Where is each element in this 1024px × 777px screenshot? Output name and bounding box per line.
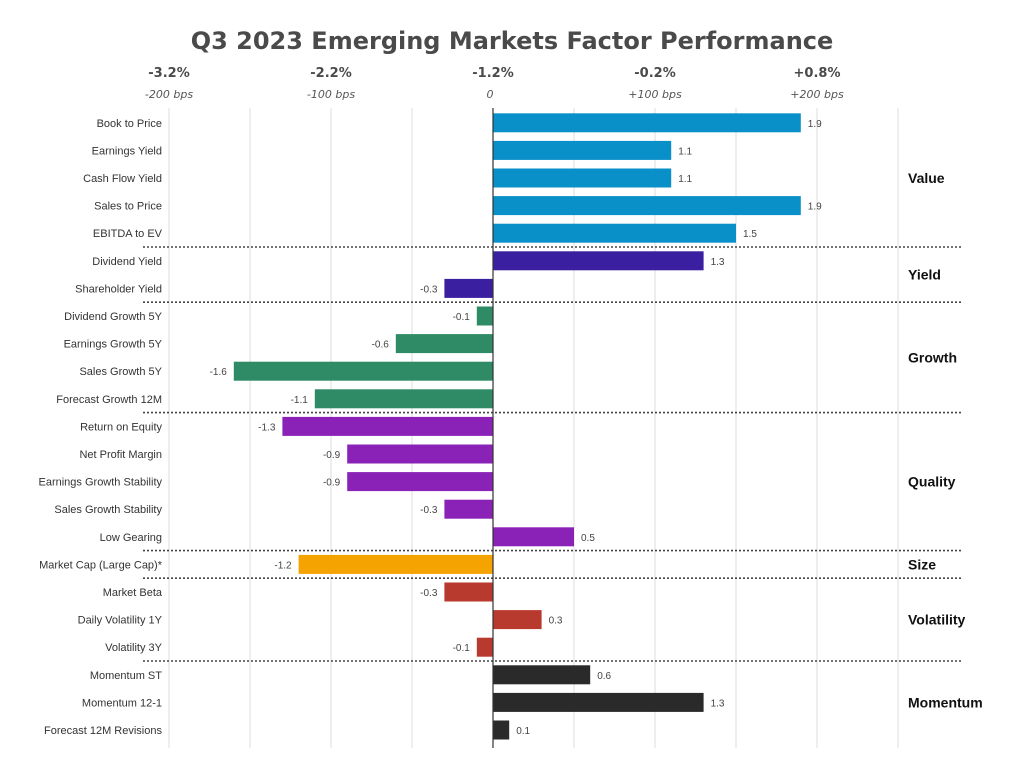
bar — [298, 554, 493, 574]
category-label: Forecast 12M Revisions — [44, 725, 162, 737]
value-label: -0.3 — [420, 505, 438, 516]
top-axis: -3.2% -200 bps -2.2% -100 bps -1.2% 0 -0.2% +10… — [145, 66, 844, 101]
bar — [493, 196, 801, 216]
category-label: Sales Growth Stability — [54, 504, 162, 516]
group-label: Yield — [908, 267, 941, 283]
bar — [347, 444, 493, 464]
category-label: Market Cap (Large Cap)* — [39, 559, 163, 571]
value-label: 0.6 — [597, 671, 611, 682]
group-label: Growth — [908, 349, 957, 365]
bar — [444, 582, 493, 602]
chart-title: Q3 2023 Emerging Markets Factor Performa… — [191, 27, 834, 55]
bar — [493, 720, 510, 740]
category-label: Book to Price — [97, 118, 162, 130]
bar — [233, 361, 494, 381]
top-axis-tick-label: -2.2% — [310, 66, 351, 81]
value-label: 1.3 — [711, 698, 725, 709]
bar — [493, 113, 801, 133]
category-label: Earnings Growth Stability — [39, 477, 163, 489]
bar — [314, 389, 493, 409]
category-label: Sales Growth 5Y — [79, 366, 162, 378]
value-label: 1.3 — [711, 257, 725, 268]
bar — [493, 692, 704, 712]
group-label: Value — [908, 170, 945, 186]
top-axis-tick-label: -3.2% — [148, 66, 189, 81]
bar — [444, 278, 493, 298]
category-label: Dividend Growth 5Y — [64, 311, 162, 323]
value-label: 1.9 — [808, 119, 822, 130]
value-label: 1.9 — [808, 202, 822, 213]
category-label: Dividend Yield — [92, 256, 162, 268]
category-label: Market Beta — [103, 587, 163, 599]
value-label: -0.1 — [453, 312, 471, 323]
bar — [493, 527, 574, 547]
category-labels: Book to Price Earnings Yield Cash Flow Yie… — [39, 118, 163, 737]
bar — [395, 334, 493, 354]
top-axis-tick-label: +0.8% — [794, 66, 841, 81]
value-label: -0.9 — [323, 478, 341, 489]
category-label: Earnings Growth 5Y — [64, 339, 163, 351]
bar — [493, 665, 591, 685]
top-axis-bps-label: 0 — [487, 88, 494, 101]
value-labels: 1.9 1.1 1.1 1.9 1.5 1.3 -0.3 -0.1 -0.6 -1.6 -1.1 -1… — [210, 119, 823, 737]
value-label: -0.9 — [323, 450, 341, 461]
top-axis-bps-label: -100 bps — [307, 88, 355, 101]
category-label: Net Profit Margin — [79, 449, 162, 461]
value-label: -1.6 — [210, 367, 228, 378]
category-label: Return on Equity — [80, 421, 162, 433]
bar — [282, 416, 493, 436]
bars — [233, 113, 801, 740]
category-label: Volatility 3Y — [105, 642, 163, 654]
value-label: -1.2 — [274, 560, 292, 571]
value-label: -0.3 — [420, 284, 438, 295]
group-label: Momentum — [908, 694, 983, 710]
bar — [493, 223, 736, 243]
top-axis-tick-label: -0.2% — [634, 66, 675, 81]
top-axis-bps-label: -200 bps — [145, 88, 193, 101]
category-label: EBITDA to EV — [93, 228, 163, 240]
category-label: Cash Flow Yield — [83, 173, 162, 185]
group-label: Quality — [908, 474, 956, 490]
category-label: Earnings Yield — [92, 145, 162, 157]
group-label: Volatility — [908, 612, 966, 628]
value-label: 0.5 — [581, 533, 595, 544]
category-label: Sales to Price — [94, 201, 162, 213]
group-label: Size — [908, 556, 936, 572]
bar — [347, 472, 493, 492]
value-label: -0.1 — [453, 643, 471, 654]
group-labels: Value Yield Growth Quality Size Volatility Mom… — [908, 170, 983, 710]
value-label: 0.1 — [516, 726, 530, 737]
category-label: Daily Volatility 1Y — [78, 615, 163, 627]
category-label: Momentum 12-1 — [82, 697, 162, 709]
top-axis-bps-label: +100 bps — [628, 88, 682, 101]
value-label: 0.3 — [549, 616, 563, 627]
top-axis-tick-label: -1.2% — [472, 66, 513, 81]
value-label: 1.1 — [678, 174, 692, 185]
category-label: Shareholder Yield — [75, 283, 162, 295]
value-label: 1.5 — [743, 229, 757, 240]
bar — [493, 610, 542, 630]
bar — [444, 499, 493, 519]
value-label: -1.1 — [291, 395, 309, 406]
bar — [476, 637, 493, 657]
top-axis-bps-label: +200 bps — [790, 88, 844, 101]
category-label: Forecast Growth 12M — [56, 394, 162, 406]
category-label: Low Gearing — [100, 532, 162, 544]
bar — [493, 140, 672, 160]
bar — [476, 306, 493, 326]
category-label: Momentum ST — [90, 670, 162, 682]
value-label: -1.3 — [258, 422, 276, 433]
bar — [493, 168, 672, 188]
bar — [493, 251, 704, 271]
group-separators — [143, 246, 962, 662]
value-label: -0.6 — [372, 340, 390, 351]
value-label: -0.3 — [420, 588, 438, 599]
value-label: 1.1 — [678, 146, 692, 157]
